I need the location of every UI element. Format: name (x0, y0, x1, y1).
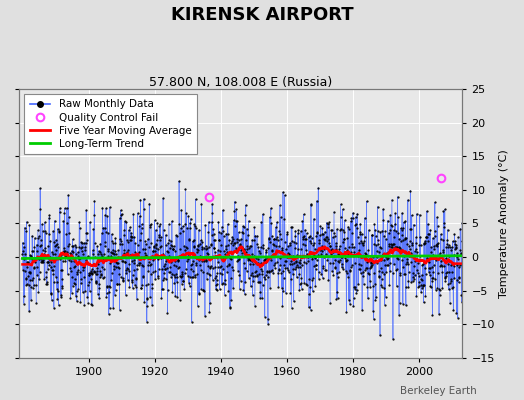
Y-axis label: Temperature Anomaly (°C): Temperature Anomaly (°C) (499, 149, 509, 298)
Text: Berkeley Earth: Berkeley Earth (400, 386, 477, 396)
Text: KIRENSK AIRPORT: KIRENSK AIRPORT (171, 6, 353, 24)
Legend: Raw Monthly Data, Quality Control Fail, Five Year Moving Average, Long-Term Tren: Raw Monthly Data, Quality Control Fail, … (25, 94, 196, 154)
Title: 57.800 N, 108.008 E (Russia): 57.800 N, 108.008 E (Russia) (149, 76, 332, 89)
